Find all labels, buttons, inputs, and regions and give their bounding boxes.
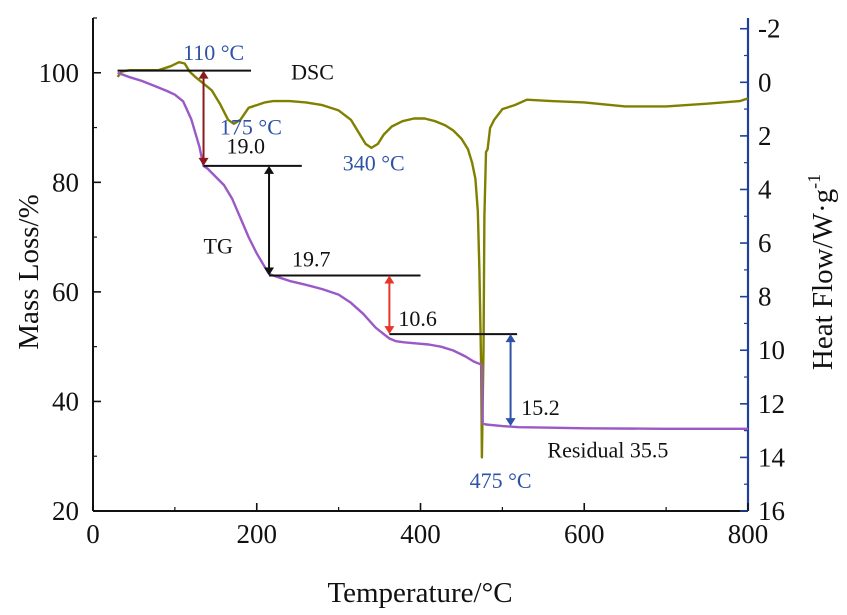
- annotation-2: DSC: [291, 59, 334, 84]
- guide-lines: [117, 69, 518, 427]
- y-left-tick-label: 40: [52, 386, 79, 416]
- step-arrow-head-top-1: [198, 70, 209, 79]
- y-right-tick-label: 2: [758, 121, 772, 151]
- x-tick-label: 200: [237, 519, 278, 549]
- annotations: 110 °C DSC 175 °C19.0 340 °C TG 19.7 10.6 15.2 R…: [183, 40, 668, 493]
- tick-labels: 0 200 400 600 800 20 40 60 80 100 -2 0 2 4 6 8 10 12 14 16: [39, 14, 786, 549]
- annotation-3: 175 °C: [220, 115, 282, 140]
- y-left-tick-label: 60: [52, 277, 79, 307]
- step-arrow-head-top-4: [505, 334, 516, 343]
- y-right-tick-label: 6: [758, 228, 772, 258]
- series-layer: [116, 61, 749, 459]
- step-arrow-head-top-3: [384, 275, 395, 284]
- y-right-tick-label: 12: [758, 389, 785, 419]
- y-axis-right-label-main: Heat Flow/W·g: [807, 189, 839, 370]
- step-arrow-head-bottom-2: [264, 267, 275, 276]
- annotation-9: 15.2: [521, 395, 560, 420]
- x-tick-label: 0: [86, 519, 100, 549]
- step-arrow-head-bottom-1: [198, 157, 209, 166]
- y-right-tick-label: -2: [758, 14, 781, 44]
- series-line-dsc: [116, 61, 749, 459]
- series-line-tg: [117, 71, 748, 430]
- annotation-8: 10.6: [398, 306, 437, 331]
- step-arrow-head-top-2: [264, 165, 275, 174]
- y-right-tick-label: 14: [758, 442, 786, 472]
- x-tick-label: 400: [400, 519, 441, 549]
- annotation-10: Residual 35.5: [547, 437, 668, 462]
- step-arrow-head-bottom-3: [384, 326, 395, 335]
- y-left-tick-label: 80: [52, 167, 79, 197]
- x-axis-label: Temperature/°C: [327, 577, 512, 609]
- annotation-11: 475 °C: [470, 468, 532, 493]
- annotation-5: 340 °C: [343, 150, 405, 175]
- y-axis-right-label: Heat Flow/W·g-1: [804, 174, 839, 370]
- annotation-7: 19.7: [292, 247, 331, 272]
- y-right-tick-label: 10: [758, 335, 785, 365]
- y-right-tick-label: 16: [758, 496, 785, 526]
- annotation-6: TG: [204, 234, 233, 259]
- y-axis-right-label-superscript: -1: [804, 174, 824, 189]
- y-right-tick-label: 4: [758, 174, 772, 204]
- x-tick-label: 800: [728, 519, 769, 549]
- y-left-tick-label: 20: [52, 496, 79, 526]
- annotation-1: 110 °C: [183, 40, 244, 65]
- annotation-4: 19.0: [226, 133, 264, 158]
- y-right-tick-label: 8: [758, 282, 772, 312]
- y-left-tick-label: 100: [39, 58, 80, 88]
- y-right-tick-label: 0: [758, 67, 772, 97]
- step-arrow-head-bottom-4: [505, 418, 516, 427]
- y-axis-left-label: Mass Loss/%: [13, 194, 45, 349]
- x-tick-label: 600: [564, 519, 605, 549]
